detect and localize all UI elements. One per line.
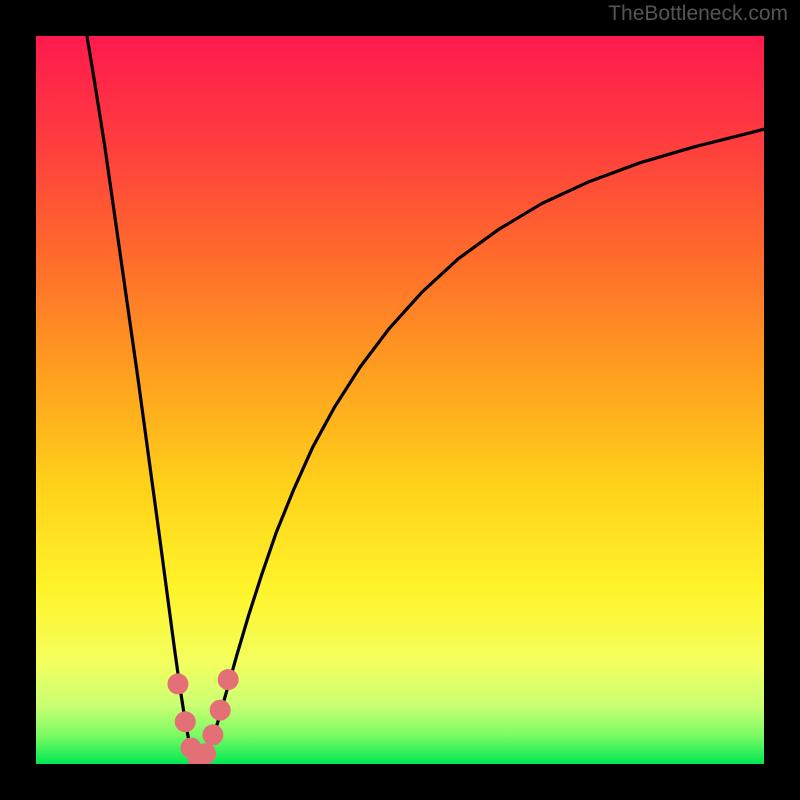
curve-marker — [210, 700, 231, 721]
curve-marker — [175, 711, 196, 732]
curve-marker — [167, 673, 188, 694]
curve-marker — [202, 724, 223, 745]
watermark-text: TheBottleneck.com — [608, 2, 788, 26]
curve-marker — [218, 669, 239, 690]
chart-svg — [0, 0, 800, 800]
chart-stage: TheBottleneck.com — [0, 0, 800, 800]
plot-background — [36, 36, 764, 764]
curve-marker — [195, 743, 216, 764]
